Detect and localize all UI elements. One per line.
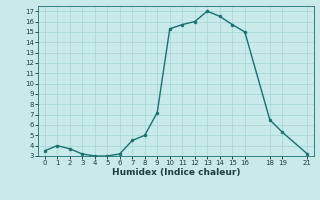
X-axis label: Humidex (Indice chaleur): Humidex (Indice chaleur) (112, 168, 240, 177)
